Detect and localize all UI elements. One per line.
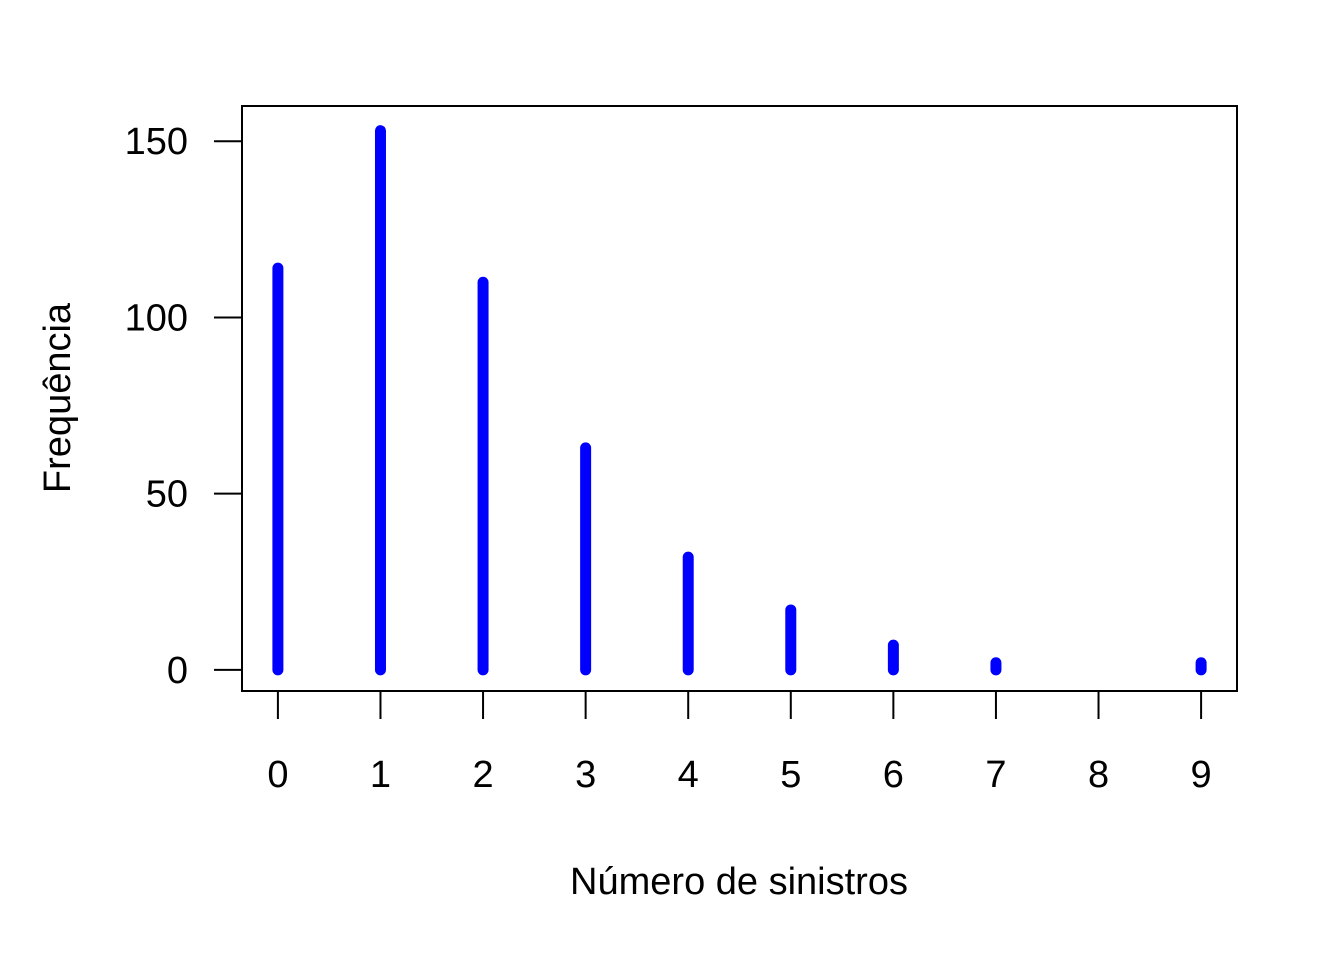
x-tick-label-1: 1	[370, 754, 391, 796]
x-tick-label-2: 2	[472, 754, 493, 796]
y-axis-title: Frequência	[37, 302, 79, 493]
x-tick-label-5: 5	[780, 754, 801, 796]
x-axis: 0 1 2 3 4 5 6 7 8 9	[267, 690, 1212, 796]
x-tick-label-4: 4	[678, 754, 699, 796]
x-tick-label-0: 0	[267, 754, 288, 796]
x-tick-label-7: 7	[985, 754, 1006, 796]
y-tick-label-50: 50	[146, 474, 188, 516]
y-axis: 0 50 100 150	[125, 121, 243, 692]
y-tick-label-150: 150	[125, 121, 188, 163]
plot-box	[241, 105, 1238, 692]
x-tick-label-3: 3	[575, 754, 596, 796]
x-tick-label-6: 6	[883, 754, 904, 796]
y-tick-label-0: 0	[167, 650, 188, 692]
x-axis-title: Número de sinistros	[570, 861, 908, 903]
x-tick-label-8: 8	[1088, 754, 1109, 796]
x-tick-label-9: 9	[1191, 754, 1212, 796]
bars	[272, 125, 1207, 676]
y-tick-label-100: 100	[125, 297, 188, 339]
